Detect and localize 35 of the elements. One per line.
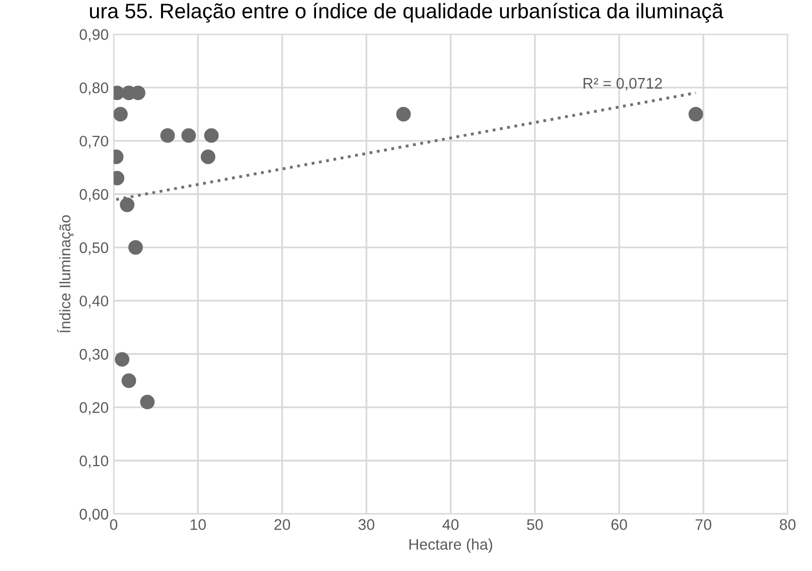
point — [120, 198, 134, 212]
y-tick-label: 0,20 — [80, 402, 108, 415]
x-tick-label: 10 — [190, 519, 206, 530]
chart-title: ura 55. Relação entre o índice de qualidade urbanística da iluminaçã — [90, 2, 724, 23]
y-tick-label: 0,90 — [80, 29, 108, 42]
x-tick-label: 30 — [358, 519, 374, 530]
point — [114, 352, 130, 367]
point — [181, 128, 196, 143]
point — [122, 373, 136, 388]
x-axis-title: Hectare (ha) — [409, 538, 492, 553]
y-tick-label: 0,50 — [80, 242, 108, 255]
x-tick-label: 80 — [780, 519, 796, 530]
y-tick-label: 0,80 — [80, 82, 108, 96]
x-tick-label: 50 — [527, 519, 543, 530]
y-tick-label: 0,60 — [80, 189, 108, 202]
point — [200, 150, 216, 164]
x-tick-label: 60 — [611, 519, 628, 530]
annotation: R² = 0,0712 — [584, 78, 662, 91]
y-axis-title: Índice Iluminação — [57, 215, 74, 332]
y-tick-label: 0,10 — [80, 455, 108, 468]
y-tick-label: 0,70 — [80, 136, 108, 148]
y-tick-label: 0,40 — [80, 296, 108, 308]
point — [396, 106, 411, 122]
point — [140, 394, 155, 410]
point — [688, 106, 704, 122]
point — [114, 106, 128, 122]
x-tick-label: 40 — [442, 519, 459, 530]
x-tick-label: 0 — [110, 519, 118, 530]
point — [160, 128, 175, 143]
x-tick-label: 70 — [696, 519, 712, 530]
x-tick-label: 20 — [274, 519, 290, 530]
y-tick-label: 0,00 — [80, 508, 108, 522]
point — [128, 240, 143, 255]
point — [204, 128, 219, 143]
y-tick-label: 0,30 — [80, 348, 108, 362]
